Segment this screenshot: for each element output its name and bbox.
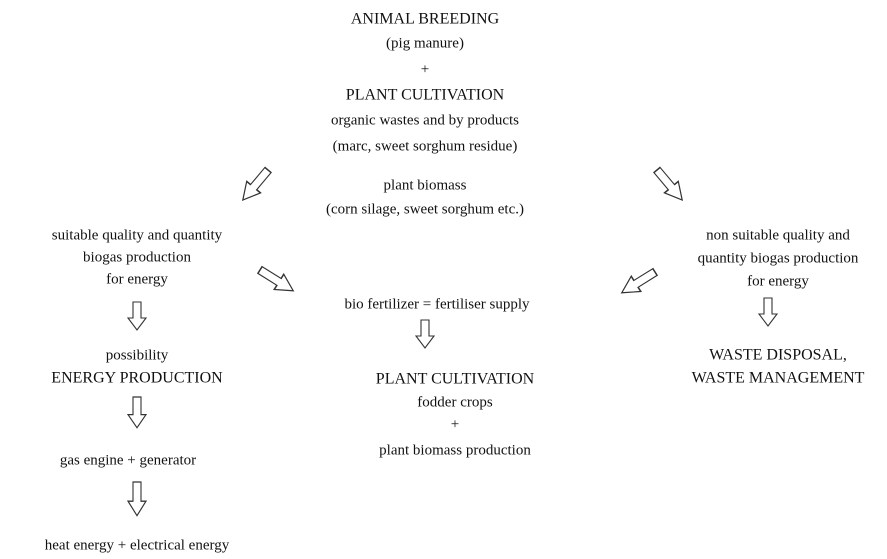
node: suitable quality and quantity biogas prod… (52, 227, 223, 287)
arrow (758, 297, 778, 327)
node-text: PLANT CULTIVATION (376, 371, 535, 388)
arrow (649, 163, 690, 207)
node-text: biogas production (83, 249, 191, 265)
arrow (127, 396, 147, 429)
node-text: plant biomass (384, 177, 467, 193)
node-text: PLANT CULTIVATION (346, 87, 505, 104)
node-text: bio fertilizer = fertiliser supply (344, 296, 530, 312)
node-text: ANIMAL BREEDING (351, 11, 500, 28)
node: heat energy + electrical energy (45, 537, 230, 553)
node-text: for energy (747, 273, 809, 289)
node: PLANT CULTIVATION fodder crops + plant biom… (376, 371, 535, 459)
node: possibility ENERGY PRODUCTION (51, 347, 223, 386)
node: gas engine + generator (60, 452, 196, 468)
node-text: fodder crops (417, 394, 493, 410)
node-text: non suitable quality and (706, 227, 850, 243)
node-text: (corn silage, sweet sorghum etc.) (326, 201, 524, 217)
node: WASTE DISPOSAL, WASTE MANAGEMENT (692, 347, 865, 387)
node-text: WASTE DISPOSAL, (709, 347, 847, 364)
node-text: (marc, sweet sorghum residue) (333, 138, 518, 154)
arrow (127, 481, 147, 517)
node: non suitable quality and quantity biogas … (698, 227, 859, 289)
node-text: + (421, 61, 429, 77)
node-text: quantity biogas production (698, 250, 859, 266)
node-text: heat energy + electrical energy (45, 537, 230, 553)
arrow (616, 263, 661, 302)
node-text: plant biomass production (379, 442, 531, 458)
node: ANIMAL BREEDING (pig manure) + PLANT CULTIV… (331, 11, 519, 155)
arrow (127, 301, 147, 331)
arrow (254, 261, 299, 300)
node-text: possibility (106, 347, 169, 363)
node-text: gas engine + generator (60, 452, 196, 468)
arrow (235, 163, 276, 207)
node-text: (pig manure) (386, 35, 464, 51)
node-text: ENERGY PRODUCTION (51, 370, 223, 387)
arrow (415, 319, 435, 349)
node-text: + (451, 416, 459, 432)
node-text: WASTE MANAGEMENT (692, 370, 865, 387)
node: plant biomass (corn silage, sweet sorghum… (326, 177, 524, 217)
node-text: for energy (106, 271, 168, 287)
node-text: suitable quality and quantity (52, 227, 223, 243)
node: bio fertilizer = fertiliser supply (344, 296, 530, 312)
node-text: organic wastes and by products (331, 112, 519, 128)
